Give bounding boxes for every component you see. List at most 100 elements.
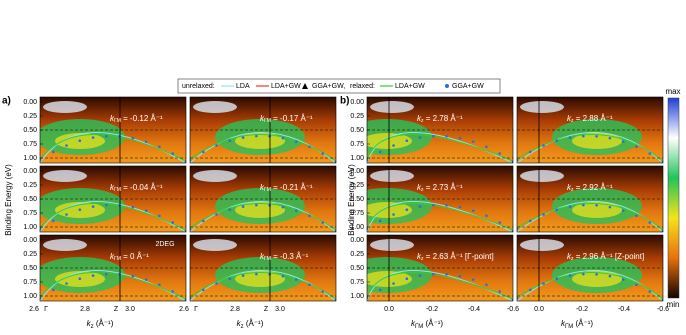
x-axis-label: kΓM (Å⁻¹) xyxy=(411,319,443,329)
annotation-symbol: k xyxy=(567,114,572,123)
legend-text: relaxed: xyxy=(350,83,375,90)
band-curve xyxy=(40,272,186,300)
band-marker xyxy=(582,272,585,276)
annotation-symbol: k xyxy=(567,183,572,192)
annotation-subscript: z xyxy=(421,256,424,262)
y-tick-label: 0.75 xyxy=(23,279,37,286)
band-curve xyxy=(367,203,513,231)
band-marker xyxy=(91,205,95,208)
band-marker xyxy=(190,296,192,300)
band-marker xyxy=(158,214,161,218)
band-marker xyxy=(595,203,598,207)
band-intensity xyxy=(370,170,414,182)
band-marker xyxy=(392,144,395,147)
band-intensity xyxy=(367,133,412,149)
band-marker xyxy=(405,277,409,281)
annotation-value: = -0.3 Å⁻¹ xyxy=(271,252,309,261)
band-marker xyxy=(201,219,205,223)
annotation-symbol: k xyxy=(417,114,422,123)
band-curve xyxy=(40,203,186,231)
annotation: kz = 2.92 Å⁻¹ xyxy=(567,183,613,193)
x-axis-label: kz (Å⁻¹) xyxy=(87,319,114,329)
band-marker xyxy=(471,209,475,212)
annotation-symbol: k xyxy=(110,114,115,123)
colorbar xyxy=(667,97,680,299)
band-curve xyxy=(190,272,336,300)
annotation: kΓM = -0.12 Å⁻¹ xyxy=(110,114,163,124)
x-axis-subscript: z xyxy=(241,324,244,330)
band-marker xyxy=(555,277,559,281)
band-marker xyxy=(528,288,532,292)
band-marker xyxy=(485,145,488,149)
y-tick-label: 0.50 xyxy=(350,265,364,272)
y-tick-label: 0.75 xyxy=(350,141,364,148)
y-axis-label: Binding Energy (eV) xyxy=(4,164,13,236)
annotation-subscript: z xyxy=(571,256,574,262)
band-intensity xyxy=(367,271,412,287)
band-marker xyxy=(621,278,625,281)
band-marker xyxy=(78,277,82,281)
x-tick-label: Γ xyxy=(194,306,198,313)
band-marker xyxy=(458,274,462,278)
y-tick-label: 0.00 xyxy=(23,237,37,244)
x-axis-label: kΓM (Å⁻¹) xyxy=(561,319,593,329)
band-marker xyxy=(648,290,652,293)
band-intensity xyxy=(370,239,414,251)
band-marker xyxy=(51,150,55,154)
annotation-symbol: k xyxy=(417,183,422,192)
band-marker xyxy=(582,134,585,138)
band-marker xyxy=(367,158,369,162)
band-marker xyxy=(511,160,513,163)
y-tick-label: 0.50 xyxy=(350,127,364,134)
band-marker xyxy=(648,152,652,155)
x-tick-label: Γ xyxy=(44,306,48,313)
x-tick-label: Z xyxy=(114,306,119,313)
band-marker xyxy=(568,274,572,277)
band-marker xyxy=(621,140,625,143)
x-tick-label: 0.0 xyxy=(534,306,544,313)
band-curve xyxy=(367,272,513,300)
y-tick-label: 0.25 xyxy=(350,182,364,189)
legend-text: GGA+GW xyxy=(452,83,484,90)
band-intensity xyxy=(43,101,87,113)
band-marker xyxy=(555,139,559,143)
band-intensity xyxy=(520,101,564,113)
band-marker xyxy=(105,272,108,276)
band-marker xyxy=(308,145,311,149)
panel xyxy=(190,97,336,163)
annotation-value: = 2.92 Å⁻¹ xyxy=(574,183,613,192)
legend: unrelaxed: LDA LDA+GW GGA+GW, relaxed: L… xyxy=(177,78,501,94)
legend-text: LDA+GW xyxy=(271,83,301,90)
band-marker xyxy=(215,213,218,216)
band-marker xyxy=(661,298,663,301)
annotation-value: = -0.04 Å⁻¹ xyxy=(121,183,163,192)
annotation-subscript: z xyxy=(421,187,424,193)
y-tick-label: 0.25 xyxy=(23,251,37,258)
x-tick-label: -0.2 xyxy=(426,306,438,313)
band-intensity xyxy=(193,101,237,113)
panel xyxy=(40,235,186,301)
band-marker xyxy=(184,298,186,301)
band-marker xyxy=(635,283,638,287)
legend-text: GGA+GW, xyxy=(312,83,345,90)
annotation-value: = 2.88 Å⁻¹ xyxy=(574,114,613,123)
panel-frame xyxy=(516,165,664,233)
legend-text: LDA xyxy=(236,83,250,90)
annotation: kΓM = -0.04 Å⁻¹ xyxy=(110,183,163,193)
annotation: kΓM = 0 Å⁻¹ xyxy=(110,252,149,262)
band-marker xyxy=(105,203,108,207)
annotation: kΓM = -0.17 Å⁻¹ xyxy=(260,114,313,124)
panel xyxy=(517,235,663,301)
band-intensity xyxy=(520,239,564,251)
x-axis-symbol: k xyxy=(87,319,92,328)
band-marker xyxy=(542,213,545,216)
annotation-value: = 0 Å⁻¹ xyxy=(121,252,149,261)
x-tick-label: 0.0 xyxy=(384,306,394,313)
y-tick-label: 1.00 xyxy=(350,155,364,162)
band-marker xyxy=(334,160,336,163)
band-marker xyxy=(542,282,545,285)
band-marker xyxy=(91,136,95,139)
band-intensity xyxy=(520,170,564,182)
band-marker xyxy=(255,272,258,276)
band-intensity xyxy=(235,271,285,287)
